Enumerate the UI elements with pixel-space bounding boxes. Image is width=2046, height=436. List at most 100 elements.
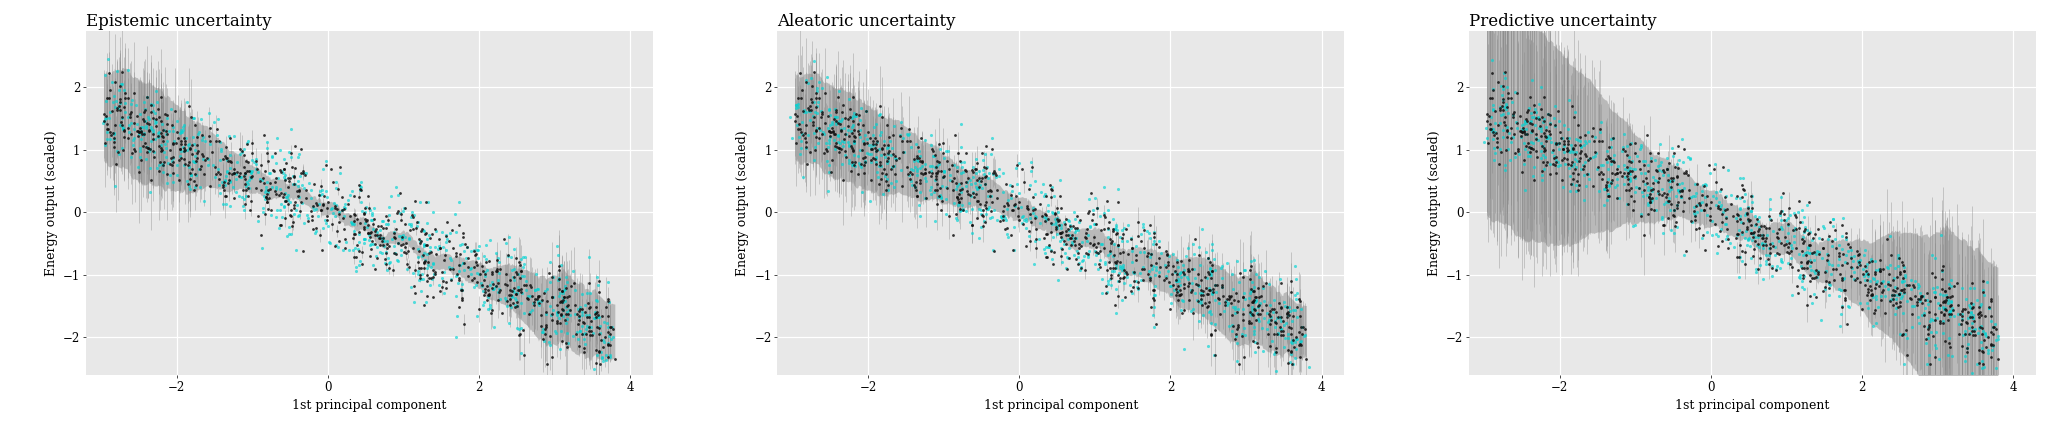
Point <box>1520 134 1553 141</box>
Point <box>1925 266 1958 273</box>
Point <box>581 311 614 318</box>
Point <box>1275 360 1307 367</box>
Point <box>857 124 890 131</box>
Point <box>1256 305 1289 312</box>
Point <box>1228 324 1260 331</box>
Point <box>1510 116 1543 123</box>
Point <box>376 266 409 273</box>
Point <box>898 164 931 170</box>
Point <box>203 165 235 172</box>
Point <box>168 145 201 152</box>
Point <box>168 156 201 163</box>
Point <box>1035 221 1068 228</box>
Point <box>186 132 219 139</box>
Point <box>847 122 880 129</box>
Point <box>209 186 241 193</box>
Point <box>354 207 387 214</box>
Point <box>1170 274 1203 281</box>
Point <box>348 235 381 242</box>
Point <box>579 347 612 354</box>
Point <box>479 283 512 290</box>
Point <box>1788 228 1821 235</box>
Point <box>1479 135 1512 142</box>
Point <box>137 135 170 142</box>
Point <box>1117 268 1150 275</box>
Point <box>213 135 246 142</box>
Point <box>581 281 614 288</box>
Point <box>229 170 262 177</box>
Point <box>810 140 843 146</box>
Point <box>1931 297 1964 304</box>
Point <box>859 145 892 152</box>
Point <box>1289 326 1322 333</box>
Point <box>810 158 843 165</box>
Point <box>955 180 988 187</box>
Point <box>915 145 947 152</box>
Point <box>1835 264 1868 271</box>
Point <box>1271 347 1303 354</box>
Point <box>786 119 818 126</box>
Point <box>1508 146 1541 153</box>
Point <box>1115 289 1148 296</box>
Point <box>1721 218 1753 225</box>
Point <box>1242 343 1275 350</box>
Point <box>1929 288 1962 295</box>
Point <box>1981 337 2013 344</box>
Point <box>827 109 859 116</box>
Point <box>1704 186 1737 193</box>
Point <box>1496 112 1528 119</box>
Point <box>381 257 413 264</box>
Point <box>1901 299 1933 306</box>
Point <box>401 219 434 226</box>
Point <box>892 170 925 177</box>
Point <box>389 221 421 228</box>
Point <box>198 119 231 126</box>
Point <box>1872 270 1905 277</box>
Point <box>1277 344 1309 351</box>
Point <box>1657 211 1690 218</box>
Point <box>1543 128 1575 135</box>
Point <box>1749 261 1782 268</box>
Point <box>1653 187 1686 194</box>
Point <box>898 181 931 188</box>
Point <box>1264 303 1297 310</box>
Point <box>278 173 311 180</box>
Point <box>1211 301 1244 308</box>
Point <box>407 264 440 271</box>
Point <box>994 232 1027 239</box>
Point <box>125 127 158 134</box>
Point <box>579 296 612 303</box>
Point <box>399 267 432 274</box>
Point <box>1590 155 1622 162</box>
Point <box>1281 334 1314 341</box>
Point <box>1888 330 1921 337</box>
Point <box>1661 198 1694 205</box>
Point <box>880 171 913 178</box>
Point <box>1477 102 1510 109</box>
Point <box>405 276 438 283</box>
Point <box>1950 330 1983 337</box>
Point <box>1195 331 1228 338</box>
Point <box>518 299 550 306</box>
Point <box>1911 335 1944 342</box>
Point <box>1176 309 1209 316</box>
Point <box>507 351 540 358</box>
Point <box>1833 303 1866 310</box>
Point <box>1144 272 1176 279</box>
Point <box>466 268 499 275</box>
Point <box>370 224 403 231</box>
Point <box>1199 327 1232 334</box>
Point <box>1608 130 1641 137</box>
Point <box>450 254 483 261</box>
Point <box>806 85 839 92</box>
Point <box>1858 284 1891 291</box>
Point <box>1737 199 1770 206</box>
Point <box>573 303 606 310</box>
Point <box>346 249 379 255</box>
Point <box>489 295 522 302</box>
Point <box>1727 193 1760 200</box>
Point <box>1796 234 1829 241</box>
Point <box>1760 233 1792 240</box>
Point <box>1633 161 1665 168</box>
Point <box>1046 228 1078 235</box>
